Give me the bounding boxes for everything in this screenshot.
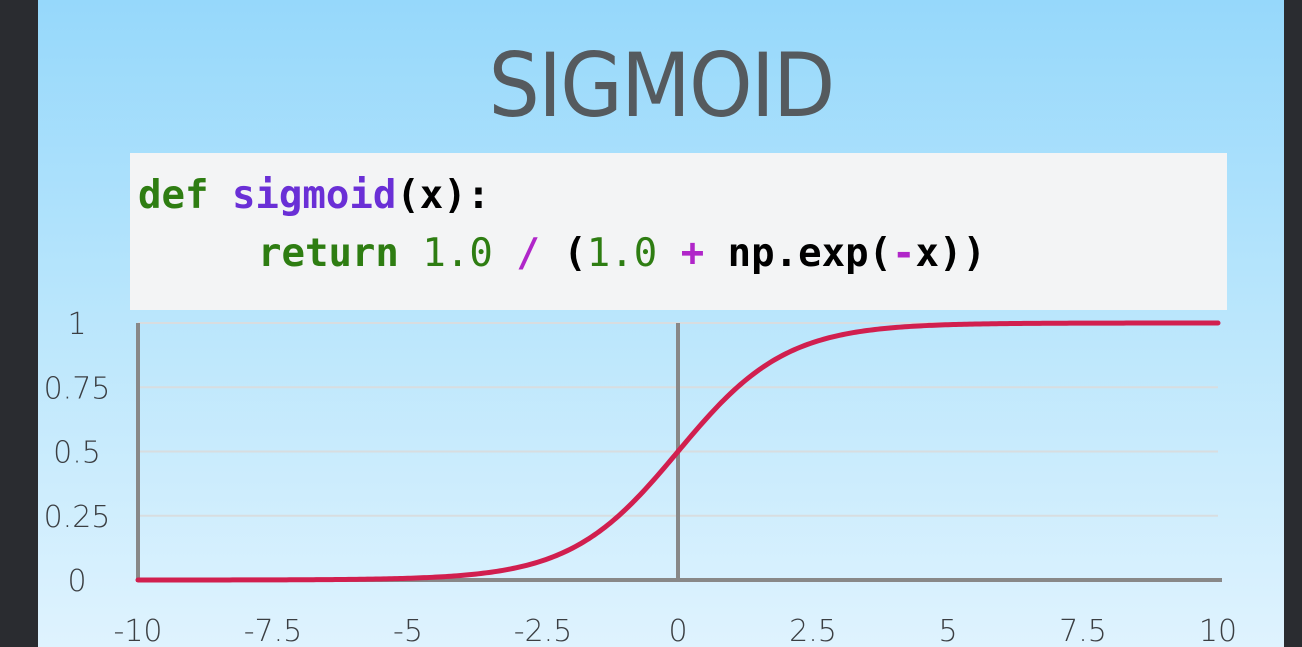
- code-tail: x)): [915, 231, 986, 276]
- y-tick-label-0: 0: [67, 564, 86, 599]
- y-tick-label-1: 0.25: [44, 500, 111, 535]
- code-function-name: sigmoid: [231, 173, 397, 218]
- code-params: (x):: [396, 173, 491, 218]
- x-tick-label-1: -7.5: [244, 614, 303, 647]
- code-line-1: def sigmoid(x):: [138, 173, 490, 219]
- code-keyword-return: return: [258, 231, 399, 276]
- code-operator-divide: /: [516, 231, 540, 276]
- slide-title: SIGMOID: [488, 34, 836, 137]
- code-block: def sigmoid(x): return 1.0 / (1.0 + np.e…: [130, 153, 1227, 310]
- code-operator-minus: -: [892, 231, 916, 276]
- code-line-2: return 1.0 / (1.0 + np.exp(-x)): [258, 231, 986, 277]
- x-tick-label-3: -2.5: [514, 614, 573, 647]
- x-tick-label-2: -5: [393, 614, 423, 647]
- code-keyword-def: def: [138, 173, 209, 218]
- code-call: np.exp(: [727, 231, 893, 276]
- y-tick-label-4: 1: [67, 307, 86, 342]
- x-tick-label-8: 10: [1199, 614, 1237, 647]
- x-tick-labels: -10 -7.5 -5 -2.5 0 2.5 5 7.5 10: [114, 614, 1238, 647]
- x-tick-label-7: 7.5: [1059, 614, 1107, 647]
- x-tick-label-6: 5: [938, 614, 957, 647]
- y-tick-label-3: 0.75: [44, 371, 111, 406]
- x-tick-label-5: 2.5: [789, 614, 837, 647]
- x-tick-label-0: -10: [114, 614, 163, 647]
- y-tick-label-2: 0.5: [53, 436, 101, 471]
- y-tick-labels: 0 0.25 0.5 0.75 1: [44, 307, 111, 599]
- code-number-2: 1.0: [586, 231, 658, 276]
- code-number-1: 1.0: [422, 231, 493, 276]
- x-tick-label-4: 0: [668, 614, 687, 647]
- sigmoid-curve: [135, 320, 1221, 583]
- code-operator-plus: +: [680, 231, 705, 276]
- curve-layer: [135, 320, 1221, 583]
- code-paren-open: (: [563, 231, 587, 276]
